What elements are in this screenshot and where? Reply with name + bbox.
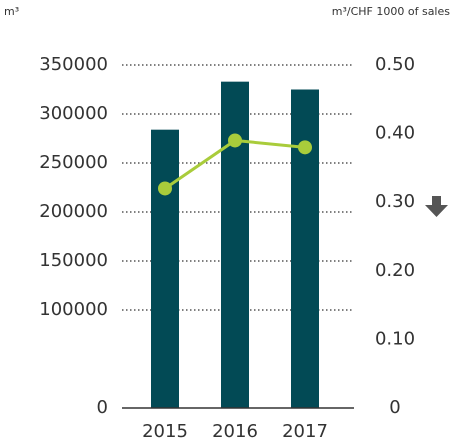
y-tick-label: 350000 <box>39 54 108 75</box>
y2-tick-label: 0.50 <box>375 54 415 75</box>
bar <box>221 81 249 408</box>
y2-tick-label: 0.10 <box>375 328 415 349</box>
y2-tick-label: 0.20 <box>375 260 415 281</box>
x-tick-label: 2017 <box>282 421 328 442</box>
down-arrow-icon <box>425 196 448 217</box>
y-tick-label: 150000 <box>39 250 108 271</box>
bar <box>151 129 179 408</box>
bar <box>291 89 319 408</box>
y-tick-label: 250000 <box>39 152 108 173</box>
y2-axis-label: m³/CHF 1000 of sales <box>332 5 450 18</box>
x-tick-label: 2016 <box>212 421 258 442</box>
y-tick-label: 0 <box>97 397 108 418</box>
y-tick-label: 200000 <box>39 201 108 222</box>
line-point <box>228 133 242 148</box>
y2-tick-label: 0.30 <box>375 191 415 212</box>
y-tick-label: 300000 <box>39 103 108 124</box>
y-axis-label: m³ <box>4 5 19 18</box>
line-point <box>298 140 312 155</box>
y2-tick-label: 0.40 <box>375 123 415 144</box>
line-point <box>158 181 172 196</box>
y2-tick-label: 0 <box>389 397 400 418</box>
x-tick-label: 2015 <box>142 421 188 442</box>
y-tick-label: 100000 <box>39 299 108 320</box>
